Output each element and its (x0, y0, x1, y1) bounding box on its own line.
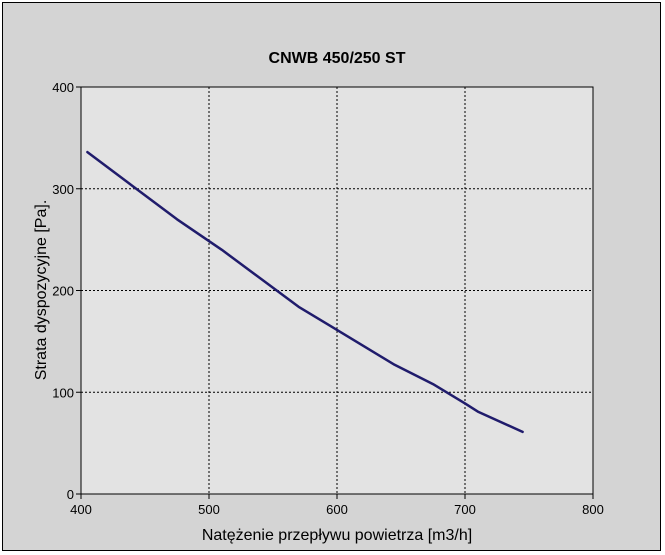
axis-ticks: 400 500 600 700 800 0 100 200 300 400 (52, 80, 604, 517)
y-tick-label: 0 (67, 487, 74, 502)
x-tick-label: 500 (198, 502, 220, 517)
x-axis-label: Natężenie przepływu powietrza [m3/h] (202, 527, 472, 544)
y-tick-label: 400 (52, 80, 74, 95)
series-line (86, 150, 524, 434)
x-tick-label: 700 (454, 502, 476, 517)
line-chart: CNWB 450/250 ST 400 500 600 700 800 0 100 200 30… (33, 50, 604, 544)
y-axis-label: Strata dyspozycyjne [Pa]. (33, 200, 50, 381)
y-tick-label: 300 (52, 182, 74, 197)
chart-title: CNWB 450/250 ST (269, 50, 406, 67)
grid-lines (81, 87, 593, 494)
x-tick-label: 400 (70, 502, 92, 517)
x-tick-label: 800 (582, 502, 604, 517)
y-tick-label: 100 (52, 385, 74, 400)
x-tick-label: 600 (326, 502, 348, 517)
series-layer (86, 150, 524, 434)
y-tick-label: 200 (52, 284, 74, 299)
